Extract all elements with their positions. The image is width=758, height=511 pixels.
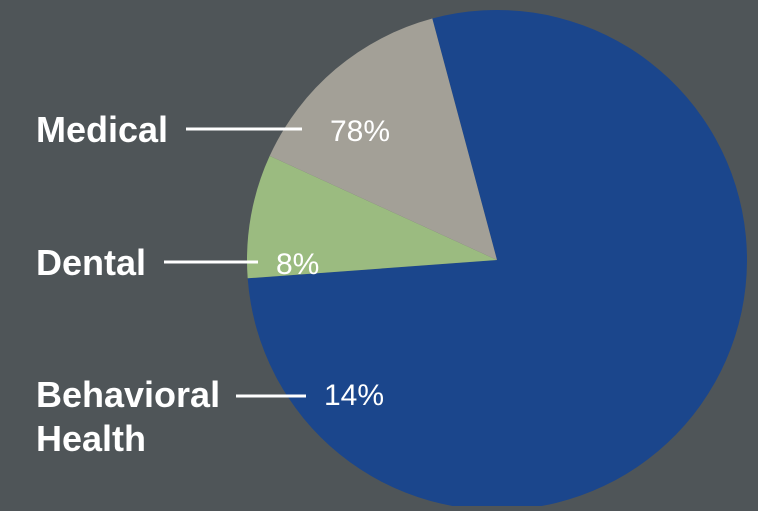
pie-slice-dental	[246, 155, 497, 279]
pie-slice-medical	[247, 10, 747, 511]
value-label-dental: 8%	[276, 248, 319, 281]
category-label-line: Behavioral	[36, 374, 220, 415]
value-label-behavioral-health: 14%	[324, 379, 384, 412]
pie-slices	[246, 10, 747, 511]
pie-labels: Medical 78% Dental 8% Behavioral Health 14%	[36, 109, 390, 459]
category-label-behavioral-health: Behavioral Health	[36, 374, 220, 459]
category-label-medical: Medical	[36, 109, 168, 150]
value-label-medical: 78%	[330, 115, 390, 148]
pie-slice-behavioral-health	[269, 18, 497, 260]
category-label-line: Medical	[36, 109, 168, 150]
category-label-line: Dental	[36, 242, 146, 283]
category-label-dental: Dental	[36, 242, 146, 283]
category-label-line: Health	[36, 418, 146, 459]
